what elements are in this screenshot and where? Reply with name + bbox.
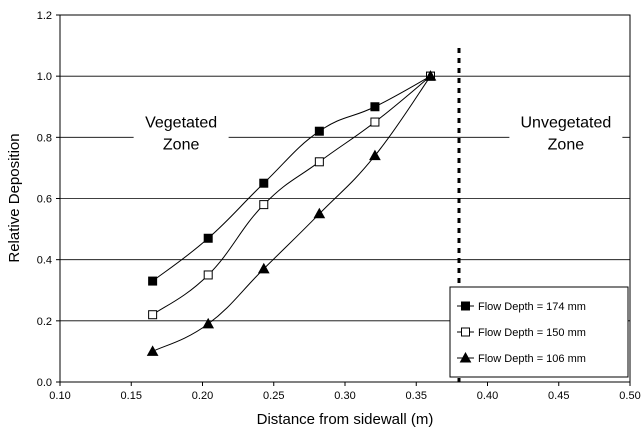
zone-label-line2: Zone bbox=[163, 137, 200, 154]
zone-label-background bbox=[509, 106, 623, 157]
x-axis-title: Distance from sidewall (m) bbox=[257, 411, 434, 428]
data-point bbox=[259, 200, 269, 210]
zone-label-line2: Zone bbox=[548, 137, 585, 154]
y-tick-label: 0.6 bbox=[37, 194, 52, 206]
data-point bbox=[148, 310, 158, 320]
zone-label-line1: Vegetated bbox=[145, 115, 217, 132]
data-point bbox=[202, 317, 215, 329]
x-tick-label: 0.25 bbox=[263, 390, 284, 402]
y-tick-label: 1.2 bbox=[37, 10, 52, 22]
data-point bbox=[148, 276, 158, 286]
y-axis-ticks: 0.0 0.2 0.4 0.6 0.8 1.0 1.2 bbox=[37, 10, 60, 389]
x-tick-label: 0.35 bbox=[406, 390, 427, 402]
x-tick-label: 0.20 bbox=[192, 390, 213, 402]
legend-label: Flow Depth = 106 mm bbox=[478, 353, 586, 365]
y-tick-label: 0.8 bbox=[37, 132, 52, 144]
y-tick-label: 0.4 bbox=[37, 255, 52, 267]
y-axis-title: Relative Deposition bbox=[6, 133, 23, 262]
data-point bbox=[259, 178, 269, 188]
x-tick-label: 0.40 bbox=[477, 390, 498, 402]
legend-label: Flow Depth = 174 mm bbox=[478, 301, 586, 313]
x-tick-label: 0.15 bbox=[121, 390, 142, 402]
legend-entry: Flow Depth = 150 mm bbox=[457, 327, 586, 339]
y-tick-label: 1.0 bbox=[37, 71, 52, 83]
x-tick-label: 0.30 bbox=[334, 390, 355, 402]
data-point bbox=[370, 102, 380, 112]
series-2 bbox=[146, 70, 437, 356]
data-point bbox=[203, 233, 213, 243]
data-point bbox=[459, 351, 472, 363]
data-point bbox=[370, 117, 380, 127]
data-point bbox=[424, 70, 437, 81]
zone-label-line1: Unvegetated bbox=[521, 115, 612, 132]
y-tick-label: 0.2 bbox=[37, 316, 52, 328]
zone-label: Unvegetated Zone bbox=[509, 106, 623, 157]
legend: Flow Depth = 174 mm Flow Depth = 150 mm Fl… bbox=[449, 286, 629, 378]
series-group bbox=[146, 70, 437, 356]
y-tick-label: 0.0 bbox=[37, 377, 52, 389]
legend-box bbox=[449, 286, 629, 378]
x-tick-label: 0.45 bbox=[548, 390, 569, 402]
zone-label-background bbox=[133, 106, 229, 157]
x-axis-ticks: 0.10 0.15 0.20 0.25 0.30 0.35 0.40 0.45 0.50 bbox=[49, 382, 641, 402]
x-tick-label: 0.10 bbox=[49, 390, 70, 402]
data-point bbox=[257, 262, 270, 274]
data-point bbox=[203, 270, 213, 280]
legend-label: Flow Depth = 150 mm bbox=[478, 327, 586, 339]
data-point bbox=[369, 149, 381, 161]
zone-annotations: Vegetated Zone Unvegetated Zone bbox=[133, 106, 623, 157]
data-point bbox=[313, 207, 326, 219]
x-tick-label: 0.50 bbox=[619, 390, 640, 402]
data-point bbox=[314, 157, 324, 167]
data-point bbox=[146, 345, 159, 356]
legend-entry: Flow Depth = 106 mm bbox=[457, 351, 586, 365]
data-point bbox=[461, 327, 470, 337]
legend-entry: Flow Depth = 174 mm bbox=[457, 301, 586, 313]
data-point bbox=[314, 126, 324, 136]
zone-label: Vegetated Zone bbox=[133, 106, 229, 157]
series-line bbox=[152, 75, 431, 316]
data-point bbox=[461, 301, 470, 311]
